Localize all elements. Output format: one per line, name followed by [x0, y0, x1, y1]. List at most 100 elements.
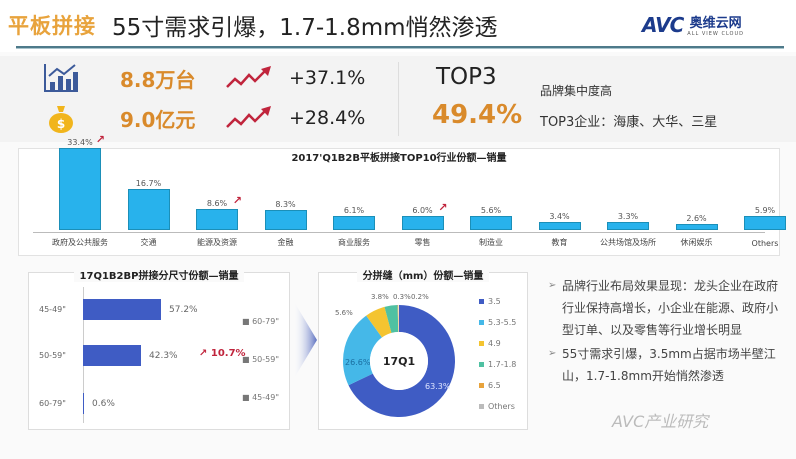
bullet-item: ➢ 品牌行业布局效果显现：龙头企业在政府行业保持高增长，小企业在能源、政府小型订…: [548, 275, 784, 341]
legend-swatch: [479, 320, 484, 325]
legend-item: ■ 50-59": [241, 355, 279, 364]
bar: [744, 216, 786, 230]
legend-swatch: [479, 341, 484, 346]
bar: [333, 216, 375, 230]
bar-category: 制造业: [479, 238, 503, 247]
watermark: AVC产业研究: [612, 412, 709, 431]
bar: [127, 189, 170, 230]
top3-label: TOP3: [436, 64, 497, 90]
top3-desc-companies: TOP3企业：海康、大华、三星: [540, 115, 718, 130]
kpi-volume-change: +37.1%: [289, 67, 366, 89]
donut: 17Q1 63.3% 26.6% 5.6% 3.8% 0.3% 0.2%: [335, 293, 456, 417]
size-row-50-59: 50-59" 42.3%: [39, 345, 178, 366]
bar-column: 3.3% 公共场馆及场所: [595, 212, 661, 247]
bar-column: 2.6% 休闲娱乐: [664, 214, 730, 247]
legend-swatch: [479, 404, 484, 409]
row-label: 50-59": [39, 351, 66, 360]
bullet-item: ➢ 55寸需求引爆，3.5mm占据市场半壁江山，1.7-1.8mm开始悄然渗透: [548, 343, 784, 387]
svg-text:$: $: [57, 117, 65, 131]
bar: [401, 216, 444, 230]
section-tag: 平板拼接: [8, 14, 96, 38]
slice-label: 5.6%: [335, 309, 353, 317]
bar: [538, 222, 581, 230]
size-share-chart: 17Q1B2BP拼接分尺寸份额—销量 45-49" 57.2% 50-59" 4…: [28, 271, 290, 430]
chart-title: 2017'Q1B2B平板拼接TOP10行业份额—销量: [19, 149, 779, 164]
row-label: 45-49": [39, 305, 66, 314]
logo-brand: AVC: [642, 12, 684, 37]
kpi-volume-value: 8.8万台: [120, 67, 196, 92]
legend-item: 1.7-1.8: [479, 354, 516, 375]
bar-value: 6.0%: [412, 206, 433, 215]
size-row-45-49: 45-49" 57.2%: [39, 299, 198, 320]
bar: [59, 148, 101, 230]
donut-center-label: 17Q1: [383, 355, 415, 368]
bar-value: 8.3%: [275, 200, 296, 209]
bar-category: 金融: [277, 238, 294, 247]
seam-share-donut-chart: 分拼缝（mm）份额—销量 17Q1 63.3% 26.6% 5.6% 3.8% …: [318, 271, 528, 430]
top10-industry-chart: 2017'Q1B2B平板拼接TOP10行业份额—销量 33.4% 政府及公共服务 ↗…: [18, 133, 786, 256]
slice-label: 63.3%: [425, 382, 451, 391]
bar-column: 5.6% 制造业: [458, 206, 524, 247]
legend-item: 6.5: [479, 375, 516, 396]
legend-item: 4.9: [479, 333, 516, 354]
top3-desc-concentration: 品牌集中度高: [540, 84, 613, 98]
slice-label: 0.2%: [411, 293, 429, 301]
bar-value: 2.6%: [686, 214, 707, 223]
bar-category: 公共场馆及场所: [600, 238, 656, 247]
kpi-volume: 8.8万台 +37.1%: [42, 62, 365, 94]
bar: [607, 222, 649, 230]
kpi-divider: [398, 62, 399, 136]
bar-value: 33.4%: [67, 138, 93, 147]
bar-value: 5.9%: [754, 206, 776, 215]
growth-annotation: ↗ 10.7%: [199, 348, 246, 359]
money-bag-icon: $: [49, 106, 73, 133]
row-value: 0.6%: [92, 398, 115, 409]
slice-label: 3.8%: [371, 293, 389, 301]
kpi-revenue-change: +28.4%: [289, 107, 366, 129]
bar-column: 8.3% 金融: [253, 200, 319, 247]
legend-item: 3.5: [479, 291, 516, 312]
slice-4.9: [366, 306, 392, 338]
slice-6.5: [397, 304, 399, 332]
slice-1.7-1.8: [384, 305, 399, 333]
bar-column: 8.6% 能源及资源 ↗: [184, 194, 250, 247]
bar: [470, 216, 512, 230]
top3-value: 49.4%: [432, 100, 523, 130]
legend-item: ■ 60-79": [241, 317, 279, 326]
chevron-right-icon: [293, 300, 317, 380]
row-value: 57.2%: [169, 304, 198, 315]
bar-value: 3.4%: [549, 212, 570, 221]
bar-value: 3.3%: [617, 212, 639, 221]
bar-column: 3.4% 教育: [527, 212, 593, 247]
bar: [675, 224, 718, 230]
bar-category: Others: [751, 239, 779, 248]
bar-category: 商业服务: [338, 238, 370, 247]
logo-cn-name: 奥维云网: [689, 16, 742, 31]
x-axis: [33, 232, 765, 233]
slice-5.3-5.5: [342, 315, 382, 386]
growth-arrow-icon: ↗: [95, 133, 105, 146]
avc-logo: AVC 奥维云网 ALL VIEW CLOUD: [642, 12, 744, 38]
donut-legend: 3.5 5.3-5.5 4.9 1.7-1.8 6.5 Others: [479, 291, 516, 417]
kpi-revenue: $ 9.0亿元 +28.4%: [42, 102, 365, 134]
legend-item: Others: [479, 396, 516, 417]
growth-arrow-icon: ↗: [232, 194, 242, 207]
bar-category: 政府及公共服务: [52, 238, 108, 247]
bar-column: 6.0% 零售 ↗: [390, 201, 456, 247]
logo-sub: ALL VIEW CLOUD: [687, 31, 744, 37]
bar-category: 休闲娱乐: [680, 238, 713, 247]
bar: [83, 345, 141, 366]
bar-category: 教育: [551, 238, 568, 247]
logo-cn: 奥维云网 ALL VIEW CLOUD: [687, 12, 744, 37]
legend-item: ■ 45-49": [241, 393, 279, 402]
slide-header: 平板拼接 55寸需求引爆，1.7-1.8mm悄然渗透 AVC 奥维云网 ALL …: [0, 0, 796, 52]
bar-column: 6.1% 商业服务: [321, 206, 387, 247]
bar: [196, 209, 238, 230]
bar-column: 33.4% 政府及公共服务 ↗: [47, 133, 113, 247]
size-row-60-79: 60-79" 0.6%: [39, 393, 115, 414]
legend-swatch: [479, 383, 484, 388]
bar: [83, 299, 161, 320]
kpi-revenue-value: 9.0亿元: [120, 107, 196, 132]
bar: [83, 393, 84, 414]
bar-category: 零售: [414, 238, 431, 247]
